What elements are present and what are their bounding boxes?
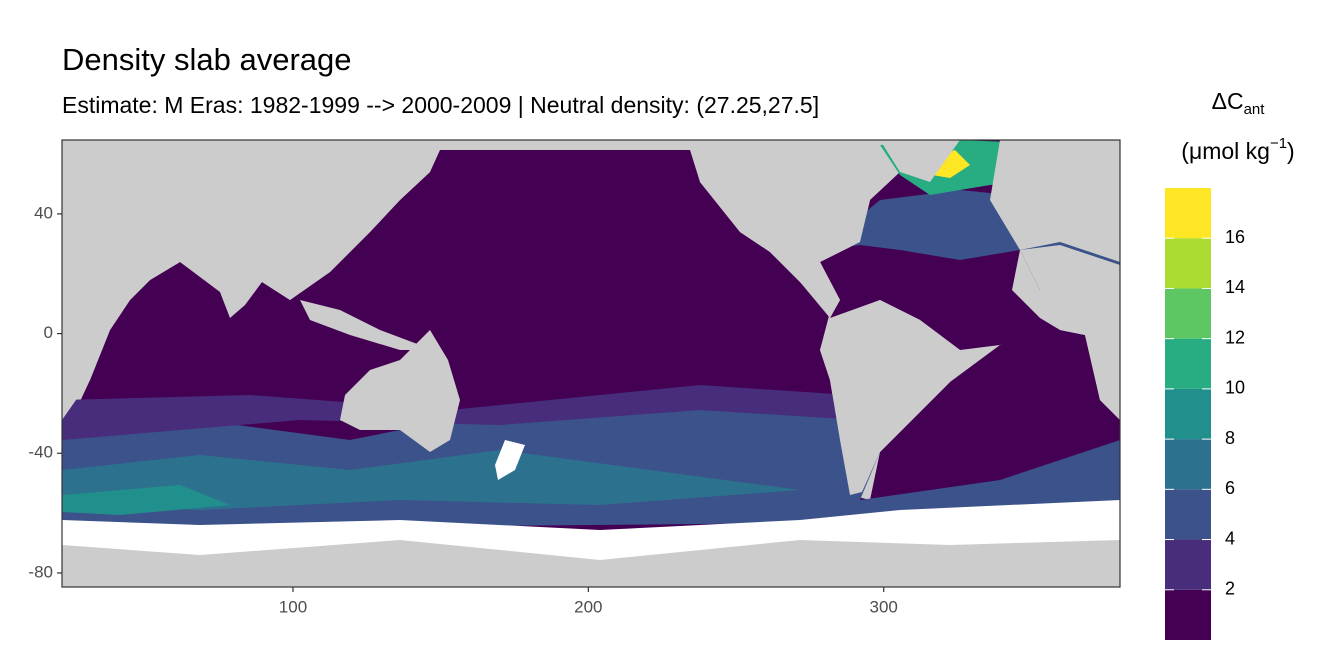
y-tick-label: 0 — [44, 323, 53, 342]
greenland — [880, 140, 960, 182]
legend-key — [1165, 589, 1211, 640]
legend-key — [1165, 288, 1211, 339]
southern-ocean-peak — [62, 485, 230, 515]
y-tick-label: -80 — [28, 562, 53, 581]
legend-key — [1165, 439, 1211, 490]
map — [62, 140, 1120, 587]
new-zealand — [495, 440, 525, 480]
legend-unit-end: ) — [1287, 138, 1295, 164]
legend-tick-label: 8 — [1225, 428, 1235, 448]
legend-tick-label: 2 — [1225, 579, 1235, 599]
southern-ocean-high — [62, 450, 800, 510]
southern-ocean-low — [62, 385, 860, 440]
south-america — [820, 300, 960, 495]
legend-unit: (μmol kg−1) — [1181, 135, 1294, 164]
chart-title: Density slab average — [62, 42, 352, 77]
legend-key — [1165, 489, 1211, 540]
x-tick-label: 100 — [279, 597, 307, 616]
eurasia-africa — [62, 140, 440, 420]
legend-title: ΔCant — [1212, 88, 1266, 118]
legend-tick-label: 16 — [1225, 227, 1245, 247]
maritime-continent — [300, 300, 440, 350]
legend-unit-superscript: −1 — [1270, 135, 1287, 152]
y-tick-label: -40 — [28, 443, 53, 462]
y-tick-label: 40 — [34, 203, 53, 222]
europe-africa — [990, 140, 1120, 420]
legend-key — [1165, 188, 1211, 239]
panel-border — [61, 139, 1121, 588]
legend-tick-label: 14 — [1225, 277, 1245, 297]
legend-key — [1165, 338, 1211, 389]
legend-title-main: ΔC — [1212, 88, 1244, 114]
legend-key — [1165, 388, 1211, 440]
antarctica — [62, 540, 1120, 587]
legend-unit-main: (μmol kg — [1181, 138, 1270, 164]
australia — [340, 330, 460, 452]
legend-tick-label: 6 — [1225, 478, 1235, 498]
legend-tick-label: 12 — [1225, 327, 1245, 347]
legend-key — [1165, 238, 1211, 289]
x-tick-label: 200 — [574, 597, 602, 616]
x-tick-label: 300 — [870, 597, 898, 616]
legend-tick-label: 10 — [1225, 378, 1245, 398]
north-america — [690, 140, 880, 318]
chart-subtitle: Estimate: M Eras: 1982-1999 --> 2000-200… — [62, 92, 819, 118]
legend-key — [1165, 539, 1211, 590]
legend-title-subscript: ant — [1244, 101, 1266, 118]
legend-tick-label: 4 — [1225, 528, 1235, 548]
